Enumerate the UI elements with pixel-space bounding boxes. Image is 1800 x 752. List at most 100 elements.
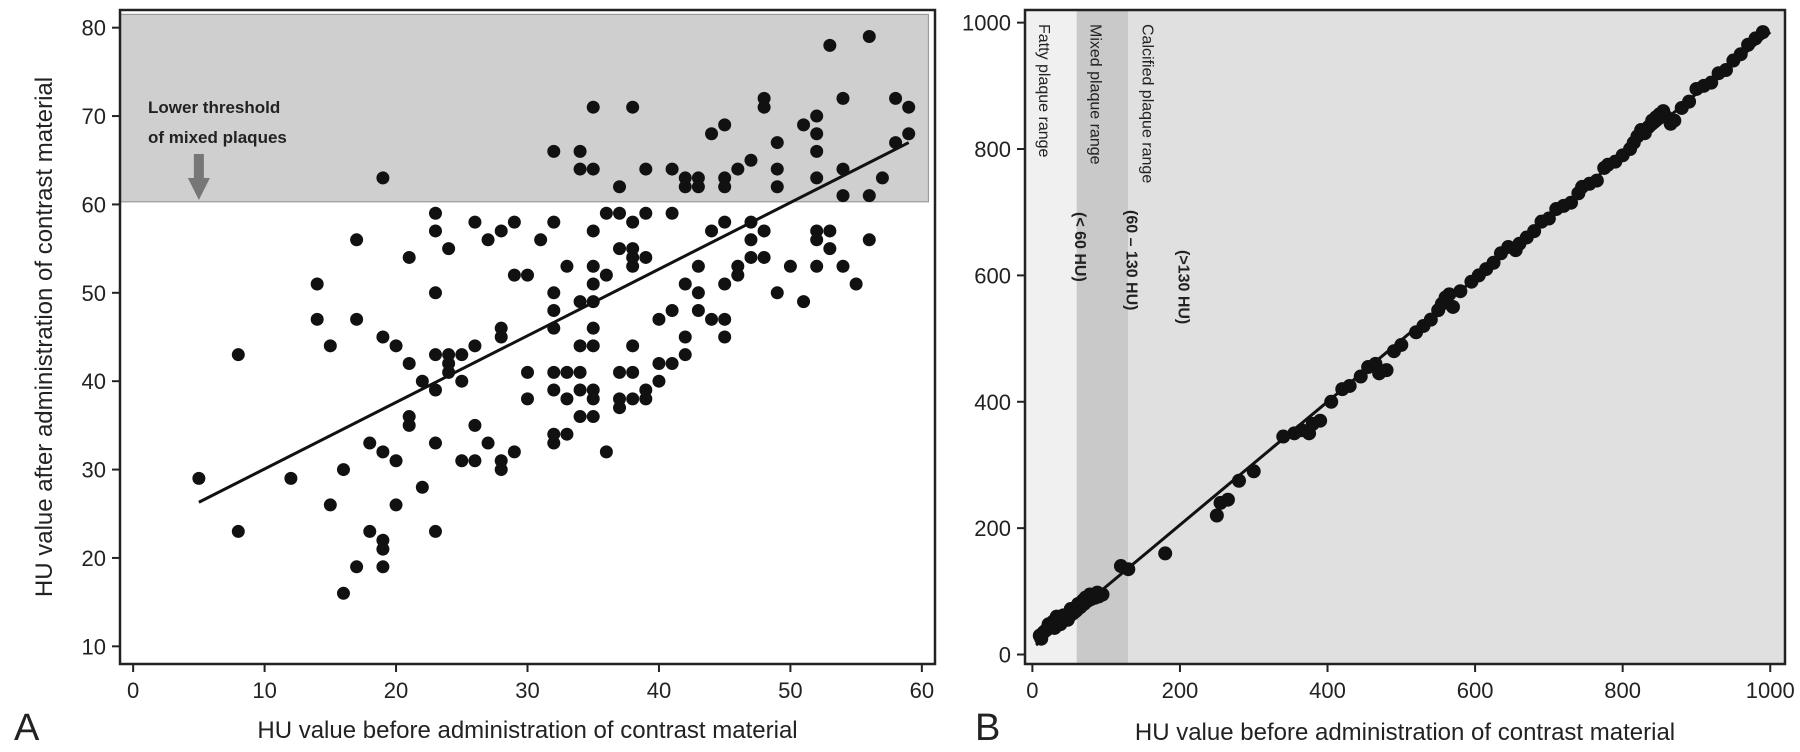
- data-point: [310, 312, 324, 326]
- data-point: [691, 180, 705, 194]
- plaque-range-band: [1076, 10, 1129, 664]
- y-tick-label: 0: [999, 643, 1011, 668]
- panel-b-x-axis-label: HU value before administration of contra…: [1135, 719, 1675, 746]
- data-point: [231, 524, 245, 538]
- data-point: [428, 224, 442, 238]
- band-range-label: (60 – 130 HU): [1123, 210, 1140, 311]
- panel-a-points: [192, 30, 916, 600]
- panel-b-letter: B: [975, 707, 1000, 749]
- data-point: [705, 224, 719, 238]
- data-point: [402, 418, 416, 432]
- data-point: [521, 392, 534, 406]
- panel-a-y-axis-label: HU value after administration of contras…: [31, 77, 58, 597]
- data-point: [507, 215, 521, 229]
- data-point: [310, 277, 324, 291]
- data-point: [468, 454, 482, 468]
- band-label: Mixed plaque range: [1087, 24, 1104, 165]
- data-point: [586, 410, 600, 424]
- data-point: [718, 118, 732, 132]
- data-point: [691, 286, 705, 300]
- panel-a-chart: 0 10 20 30 40 50 60 10 20 30 40 50 60 70 80 Lower thre…: [14, 8, 937, 749]
- data-point: [547, 144, 561, 158]
- y-tick-label: 80: [82, 16, 106, 41]
- x-tick-label: 30: [515, 678, 539, 703]
- x-tick-label: 50: [778, 678, 802, 703]
- data-point: [231, 348, 245, 362]
- data-point: [1423, 312, 1438, 327]
- data-point: [678, 171, 692, 185]
- y-tick-label: 1000: [962, 11, 1011, 36]
- data-point: [810, 144, 824, 158]
- data-point: [494, 224, 508, 238]
- panel-a-regression-line: [198, 141, 910, 504]
- data-point: [573, 162, 587, 176]
- data-point: [678, 330, 692, 344]
- data-point: [1158, 546, 1173, 561]
- data-point: [836, 259, 850, 273]
- data-point: [415, 480, 429, 494]
- data-point: [363, 524, 377, 538]
- data-point: [810, 127, 824, 141]
- data-point: [823, 224, 837, 238]
- data-point: [613, 365, 627, 379]
- y-tick-label: 70: [82, 104, 106, 129]
- data-point: [468, 339, 482, 353]
- data-point: [718, 312, 732, 326]
- data-point: [823, 242, 837, 256]
- panel-b-axes: 0 200 400 600 800 1000 0 200 400 600 800 1000: [962, 8, 1795, 703]
- data-point: [836, 189, 850, 203]
- data-point: [586, 321, 600, 335]
- data-point: [573, 144, 587, 158]
- data-point: [783, 259, 797, 273]
- data-point: [626, 259, 640, 273]
- data-point: [455, 348, 469, 362]
- data-point: [586, 162, 600, 176]
- band-range-label: (< 60 HU): [1071, 212, 1088, 282]
- data-point: [797, 118, 811, 132]
- data-point: [875, 171, 889, 185]
- x-tick-label: 1000: [1746, 678, 1795, 703]
- data-point: [902, 127, 916, 141]
- data-point: [573, 295, 587, 309]
- y-tick-label: 200: [974, 516, 1011, 541]
- data-point: [639, 206, 653, 220]
- data-point: [652, 357, 666, 371]
- panel-a-axes: 0 10 20 30 40 50 60 10 20 30 40 50 60 70 80: [82, 8, 937, 703]
- data-point: [678, 348, 692, 362]
- data-point: [665, 162, 679, 176]
- data-point: [810, 259, 824, 273]
- data-point: [376, 171, 390, 185]
- data-point: [1445, 299, 1460, 314]
- data-point: [1564, 195, 1579, 210]
- data-point: [797, 295, 811, 309]
- data-point: [757, 224, 771, 238]
- data-point: [521, 365, 534, 379]
- data-point: [626, 215, 640, 229]
- data-point: [376, 445, 390, 459]
- data-point: [705, 127, 719, 141]
- data-point: [547, 303, 561, 317]
- annotation-text: Lower threshold: [148, 98, 280, 117]
- data-point: [350, 560, 364, 574]
- data-point: [521, 268, 534, 282]
- data-point: [481, 233, 495, 247]
- data-point: [547, 215, 561, 229]
- data-point: [560, 392, 574, 406]
- data-point: [652, 312, 666, 326]
- data-point: [1313, 413, 1328, 428]
- data-point: [547, 286, 561, 300]
- data-point: [402, 250, 416, 264]
- data-point: [665, 357, 679, 371]
- panel-a-letter: A: [14, 707, 40, 749]
- data-point: [652, 374, 666, 388]
- x-tick-label: 800: [1604, 678, 1641, 703]
- y-tick-label: 60: [82, 192, 106, 217]
- data-point: [718, 330, 732, 344]
- panel-a-x-axis-label: HU value before administration of contra…: [257, 717, 797, 744]
- data-point: [468, 418, 482, 432]
- data-point: [626, 392, 640, 406]
- data-point: [599, 206, 613, 220]
- data-point: [376, 542, 390, 556]
- data-point: [350, 233, 364, 247]
